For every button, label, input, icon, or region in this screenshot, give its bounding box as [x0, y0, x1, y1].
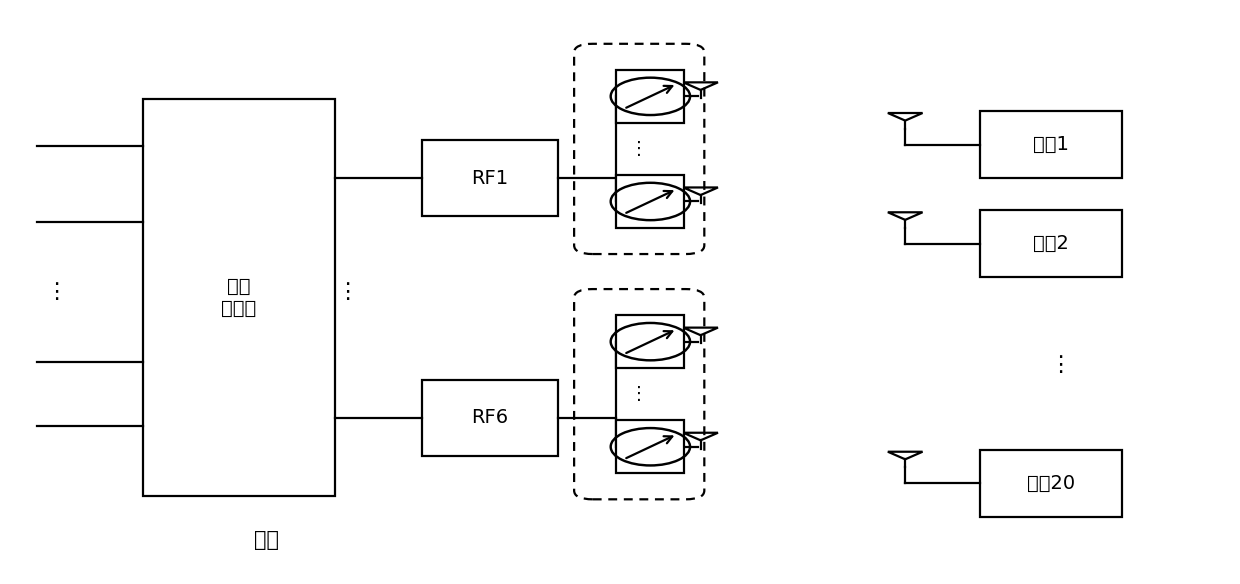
- Text: ⋮: ⋮: [45, 282, 67, 302]
- Bar: [980, 111, 1122, 178]
- Text: 用户20: 用户20: [1027, 474, 1075, 493]
- Text: 数字
预编码: 数字 预编码: [221, 277, 257, 318]
- Text: RF1: RF1: [471, 169, 508, 187]
- Text: ⋮: ⋮: [630, 385, 649, 403]
- Bar: [616, 175, 684, 228]
- Bar: [616, 315, 684, 368]
- Text: 基站: 基站: [254, 530, 279, 550]
- Text: 用户1: 用户1: [1033, 135, 1069, 154]
- Bar: [422, 380, 558, 456]
- Bar: [143, 99, 335, 496]
- Bar: [980, 450, 1122, 517]
- Text: ⋮: ⋮: [1049, 355, 1071, 375]
- Text: RF6: RF6: [471, 408, 508, 427]
- Bar: [980, 210, 1122, 277]
- Bar: [422, 140, 558, 216]
- Bar: [616, 70, 684, 123]
- Text: ⋮: ⋮: [336, 282, 358, 302]
- Text: 用户2: 用户2: [1033, 234, 1069, 253]
- Bar: [616, 420, 684, 473]
- Text: ⋮: ⋮: [630, 140, 649, 158]
